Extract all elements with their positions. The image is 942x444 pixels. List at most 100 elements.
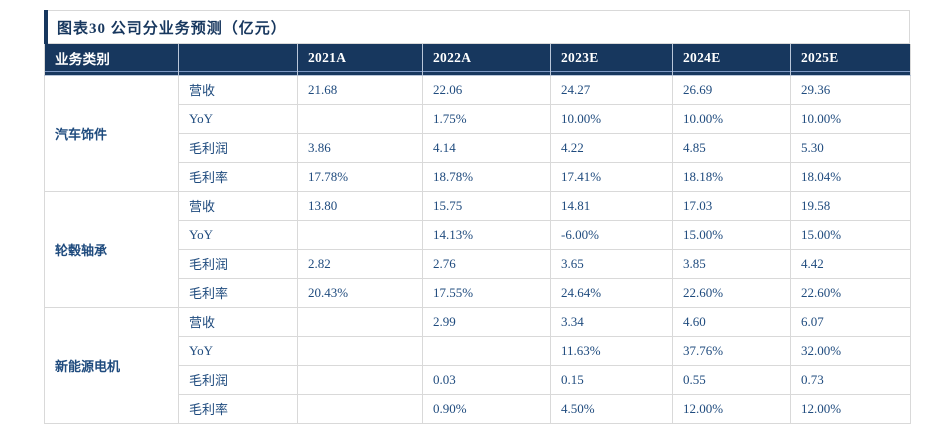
value-cell [297,103,423,134]
value-cell: 1.75% [422,103,551,134]
value-cell [297,393,423,424]
value-cell: 3.85 [672,248,791,279]
value-cell: 22.60% [672,277,791,308]
metric-label: 营收 [178,306,298,337]
metric-label: YoY [178,103,298,134]
value-cell: 32.00% [790,335,911,366]
value-cell: 15.75 [422,190,551,221]
section-label-1: 轮毂轴承 [44,190,179,308]
value-cell: 24.27 [550,74,673,105]
value-cell: -6.00% [550,219,673,250]
value-cell: 6.07 [790,306,911,337]
metric-label: 毛利润 [178,132,298,163]
value-cell: 18.18% [672,161,791,192]
value-cell: 3.34 [550,306,673,337]
forecast-table: 业务类别 2021A 2022A 2023E 2024E 2025E 汽车饰件 营收 21.6… [44,44,911,424]
value-cell: 4.60 [672,306,791,337]
value-cell: 24.64% [550,277,673,308]
value-cell: 10.00% [672,103,791,134]
value-cell: 5.30 [790,132,911,163]
column-header-1 [178,44,298,76]
value-cell: 37.76% [672,335,791,366]
value-cell: 4.14 [422,132,551,163]
figure-block: 图表30 公司分业务预测（亿元） 业务类别 2021A 2022A 2023E 2024… [44,10,911,424]
metric-label: 毛利率 [178,161,298,192]
value-cell: 17.03 [672,190,791,221]
value-cell [297,306,423,337]
column-header-6: 2025E [790,44,911,76]
value-cell: 11.63% [550,335,673,366]
header-row: 业务类别 2021A 2022A 2023E 2024E 2025E [44,44,911,76]
value-cell: 4.50% [550,393,673,424]
value-cell: 21.68 [297,74,423,105]
value-cell: 0.90% [422,393,551,424]
value-cell [422,335,551,366]
value-cell: 4.22 [550,132,673,163]
value-cell: 20.43% [297,277,423,308]
value-cell: 15.00% [672,219,791,250]
value-cell: 3.65 [550,248,673,279]
value-cell: 29.36 [790,74,911,105]
value-cell: 10.00% [550,103,673,134]
section-label-0: 汽车饰件 [44,74,179,192]
value-cell: 17.55% [422,277,551,308]
table-row: 毛利率 0.90% 4.50% 12.00% 12.00% [45,393,911,424]
metric-label: 毛利率 [178,277,298,308]
column-header-3: 2022A [422,44,551,76]
value-cell: 13.80 [297,190,423,221]
table-row: YoY 11.63% 37.76% 32.00% [45,335,911,366]
value-cell: 17.41% [550,161,673,192]
value-cell: 0.73 [790,364,911,395]
table-row: 新能源电机 营收 2.99 3.34 4.60 6.07 [44,306,911,424]
value-cell: 18.04% [790,161,911,192]
value-cell: 14.13% [422,219,551,250]
table-row: 毛利润 3.86 4.14 4.22 4.85 5.30 [45,132,911,163]
section-label-2: 新能源电机 [44,306,179,424]
figure-title: 图表30 公司分业务预测（亿元） [57,20,287,37]
table-row: YoY 1.75% 10.00% 10.00% 10.00% [45,103,911,134]
value-cell: 17.78% [297,161,423,192]
value-cell: 12.00% [672,393,791,424]
value-cell: 22.60% [790,277,911,308]
metric-label: 毛利率 [178,393,298,424]
table-body: 汽车饰件 营收 21.68 22.06 24.27 26.69 29.36 YoY 1.75% 1… [44,74,911,424]
value-cell: 22.06 [422,74,551,105]
metric-label: 营收 [178,74,298,105]
table-row: 轮毂轴承 营收 13.80 15.75 14.81 17.03 19.58 [44,190,911,308]
metric-label: 营收 [178,190,298,221]
table-header: 业务类别 2021A 2022A 2023E 2024E 2025E [44,44,911,76]
value-cell: 12.00% [790,393,911,424]
column-header-0: 业务类别 [44,44,179,76]
value-cell: 0.03 [422,364,551,395]
column-header-4: 2023E [550,44,673,76]
value-cell [297,219,423,250]
metric-label: YoY [178,219,298,250]
value-cell: 4.85 [672,132,791,163]
title-accent-bar [44,10,48,44]
value-cell: 4.42 [790,248,911,279]
value-cell [297,364,423,395]
value-cell: 0.15 [550,364,673,395]
value-cell: 2.99 [422,306,551,337]
metric-label: 毛利润 [178,248,298,279]
value-cell: 2.76 [422,248,551,279]
value-cell [297,335,423,366]
figure-title-bar: 图表30 公司分业务预测（亿元） [44,10,910,44]
metric-label: 毛利润 [178,364,298,395]
value-cell: 10.00% [790,103,911,134]
table-row: 毛利润 2.82 2.76 3.65 3.85 4.42 [45,248,911,279]
metric-label: YoY [178,335,298,366]
value-cell: 26.69 [672,74,791,105]
column-header-5: 2024E [672,44,791,76]
value-cell: 3.86 [297,132,423,163]
column-header-2: 2021A [297,44,423,76]
value-cell: 15.00% [790,219,911,250]
value-cell: 2.82 [297,248,423,279]
table-row: 毛利率 20.43% 17.55% 24.64% 22.60% 22.60% [45,277,911,308]
table-row: 毛利润 0.03 0.15 0.55 0.73 [45,364,911,395]
table-row: YoY 14.13% -6.00% 15.00% 15.00% [45,219,911,250]
value-cell: 14.81 [550,190,673,221]
value-cell: 18.78% [422,161,551,192]
value-cell: 19.58 [790,190,911,221]
table-row: 汽车饰件 营收 21.68 22.06 24.27 26.69 29.36 [44,74,911,192]
